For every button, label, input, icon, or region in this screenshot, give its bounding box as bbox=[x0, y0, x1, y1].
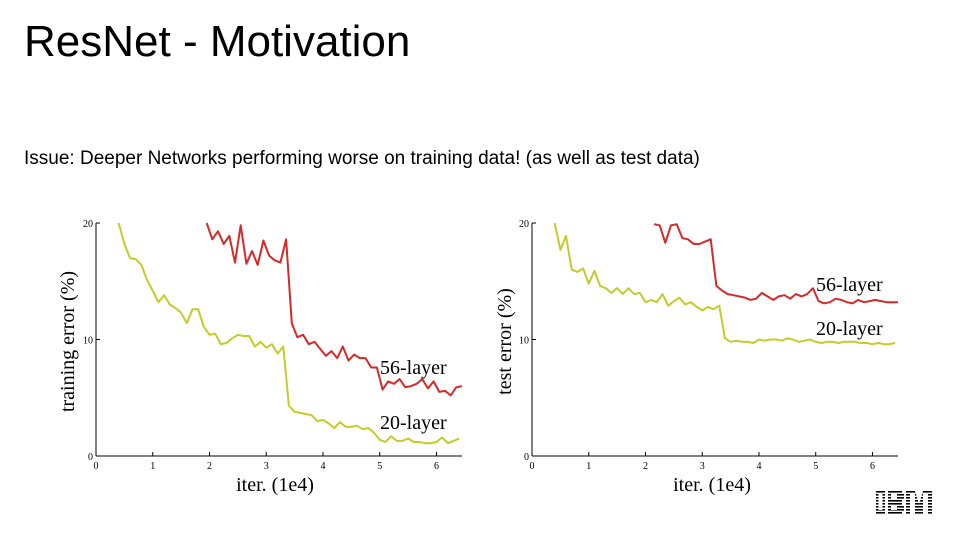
y-tick-label: 20 bbox=[83, 219, 93, 230]
x-tick-label: 6 bbox=[434, 461, 439, 472]
slide-subtitle: Issue: Deeper Networks performing worse … bbox=[24, 148, 700, 169]
x-tick-label: 3 bbox=[700, 461, 705, 472]
series-line-56-layer bbox=[205, 222, 463, 397]
series-label-56-layer: 56-layer bbox=[816, 274, 883, 296]
x-tick-label: 1 bbox=[150, 461, 155, 472]
slide-title: ResNet - Motivation bbox=[24, 17, 411, 66]
x-tick-label: 1 bbox=[586, 461, 591, 472]
x-tick-label: 0 bbox=[530, 461, 535, 472]
x-tick-label: 6 bbox=[870, 461, 875, 472]
series-line-20-layer bbox=[553, 222, 896, 346]
x-tick-label: 3 bbox=[264, 461, 269, 472]
x-tick-label: 4 bbox=[756, 461, 761, 472]
axes bbox=[531, 222, 898, 457]
y-axis-label: test error (%) bbox=[494, 288, 516, 395]
x-tick-label: 5 bbox=[813, 461, 818, 472]
y-axis-label: training error (%) bbox=[57, 271, 79, 412]
y-tick-label: 20 bbox=[519, 219, 529, 230]
x-tick-label: 0 bbox=[94, 461, 99, 472]
x-axis-label: iter. (1e4) bbox=[236, 474, 314, 496]
y-tick-label: 10 bbox=[519, 336, 529, 347]
y-tick-label: 0 bbox=[88, 452, 93, 463]
series-label-56-layer: 56-layer bbox=[380, 357, 447, 379]
x-tick-label: 2 bbox=[643, 461, 648, 472]
series-label-20-layer: 20-layer bbox=[816, 318, 883, 340]
y-tick-label: 0 bbox=[524, 452, 529, 463]
x-axis-label: iter. (1e4) bbox=[673, 474, 751, 496]
series-line-56-layer bbox=[653, 223, 898, 305]
x-tick-label: 4 bbox=[320, 461, 325, 472]
y-tick-label: 10 bbox=[83, 336, 93, 347]
series-line-20-layer bbox=[117, 222, 460, 445]
x-tick-label: 2 bbox=[207, 461, 212, 472]
series-label-20-layer: 20-layer bbox=[380, 412, 447, 434]
ibm-logo-icon bbox=[876, 491, 932, 514]
axes bbox=[95, 222, 462, 457]
x-tick-label: 5 bbox=[377, 461, 382, 472]
